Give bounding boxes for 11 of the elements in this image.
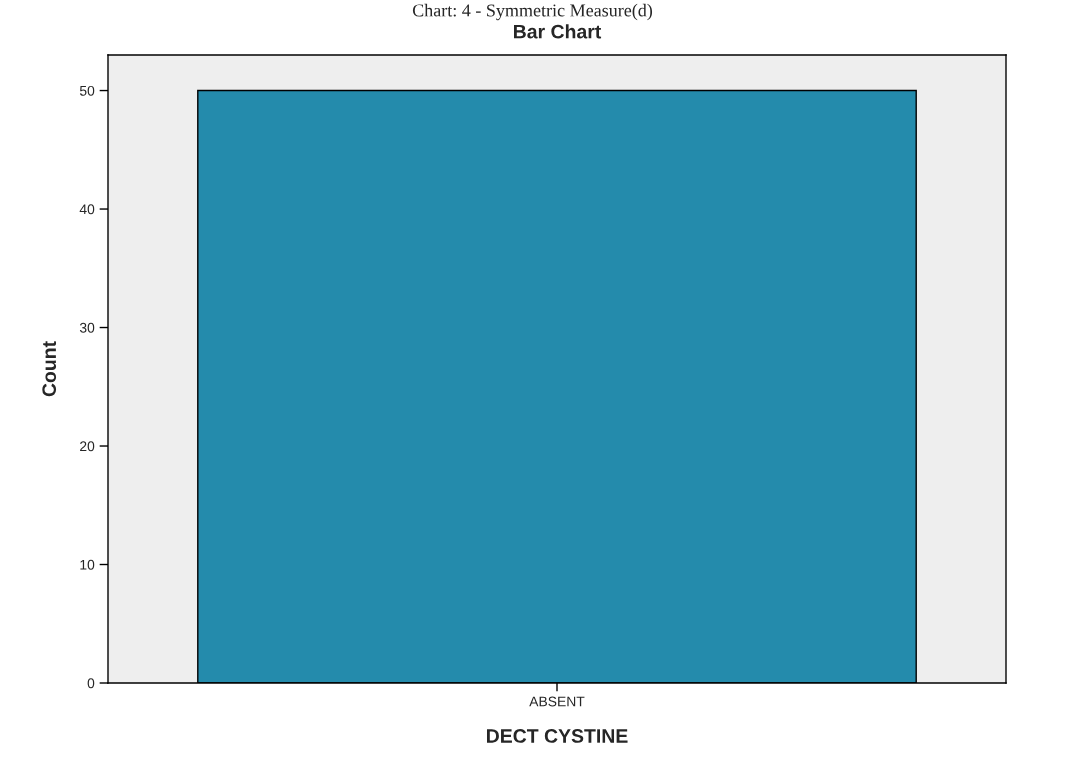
- y-tick-label: 0: [87, 678, 95, 689]
- y-tick-label: 10: [80, 559, 95, 570]
- y-axis-title: Count: [42, 341, 57, 397]
- y-tick-label: 20: [80, 441, 95, 452]
- text: Chart: 4 - Symmetric Measure(d): [412, 3, 653, 21]
- x-tick-label: ABSENT: [529, 696, 585, 707]
- y-tick-label: 30: [79, 322, 95, 333]
- x-axis-title: DECT CYSTINE: [487, 729, 628, 743]
- y-tick-label: 50: [79, 85, 95, 96]
- chart-title: Bar Chart: [514, 24, 602, 39]
- y-tick-label: 40: [79, 204, 95, 215]
